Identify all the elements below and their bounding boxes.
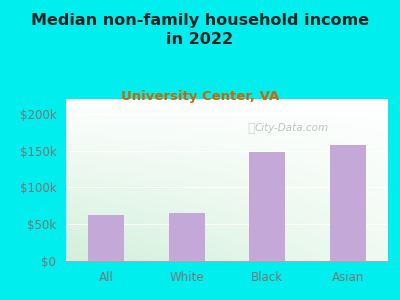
Bar [330, 145, 366, 261]
Bar [169, 213, 205, 261]
Text: Ⓜ: Ⓜ [247, 122, 255, 135]
Text: City-Data.com: City-Data.com [254, 123, 328, 133]
Bar [88, 214, 124, 261]
Bar [249, 152, 285, 261]
Text: Median non-family household income
in 2022: Median non-family household income in 20… [31, 14, 369, 46]
Text: University Center, VA: University Center, VA [121, 90, 279, 103]
